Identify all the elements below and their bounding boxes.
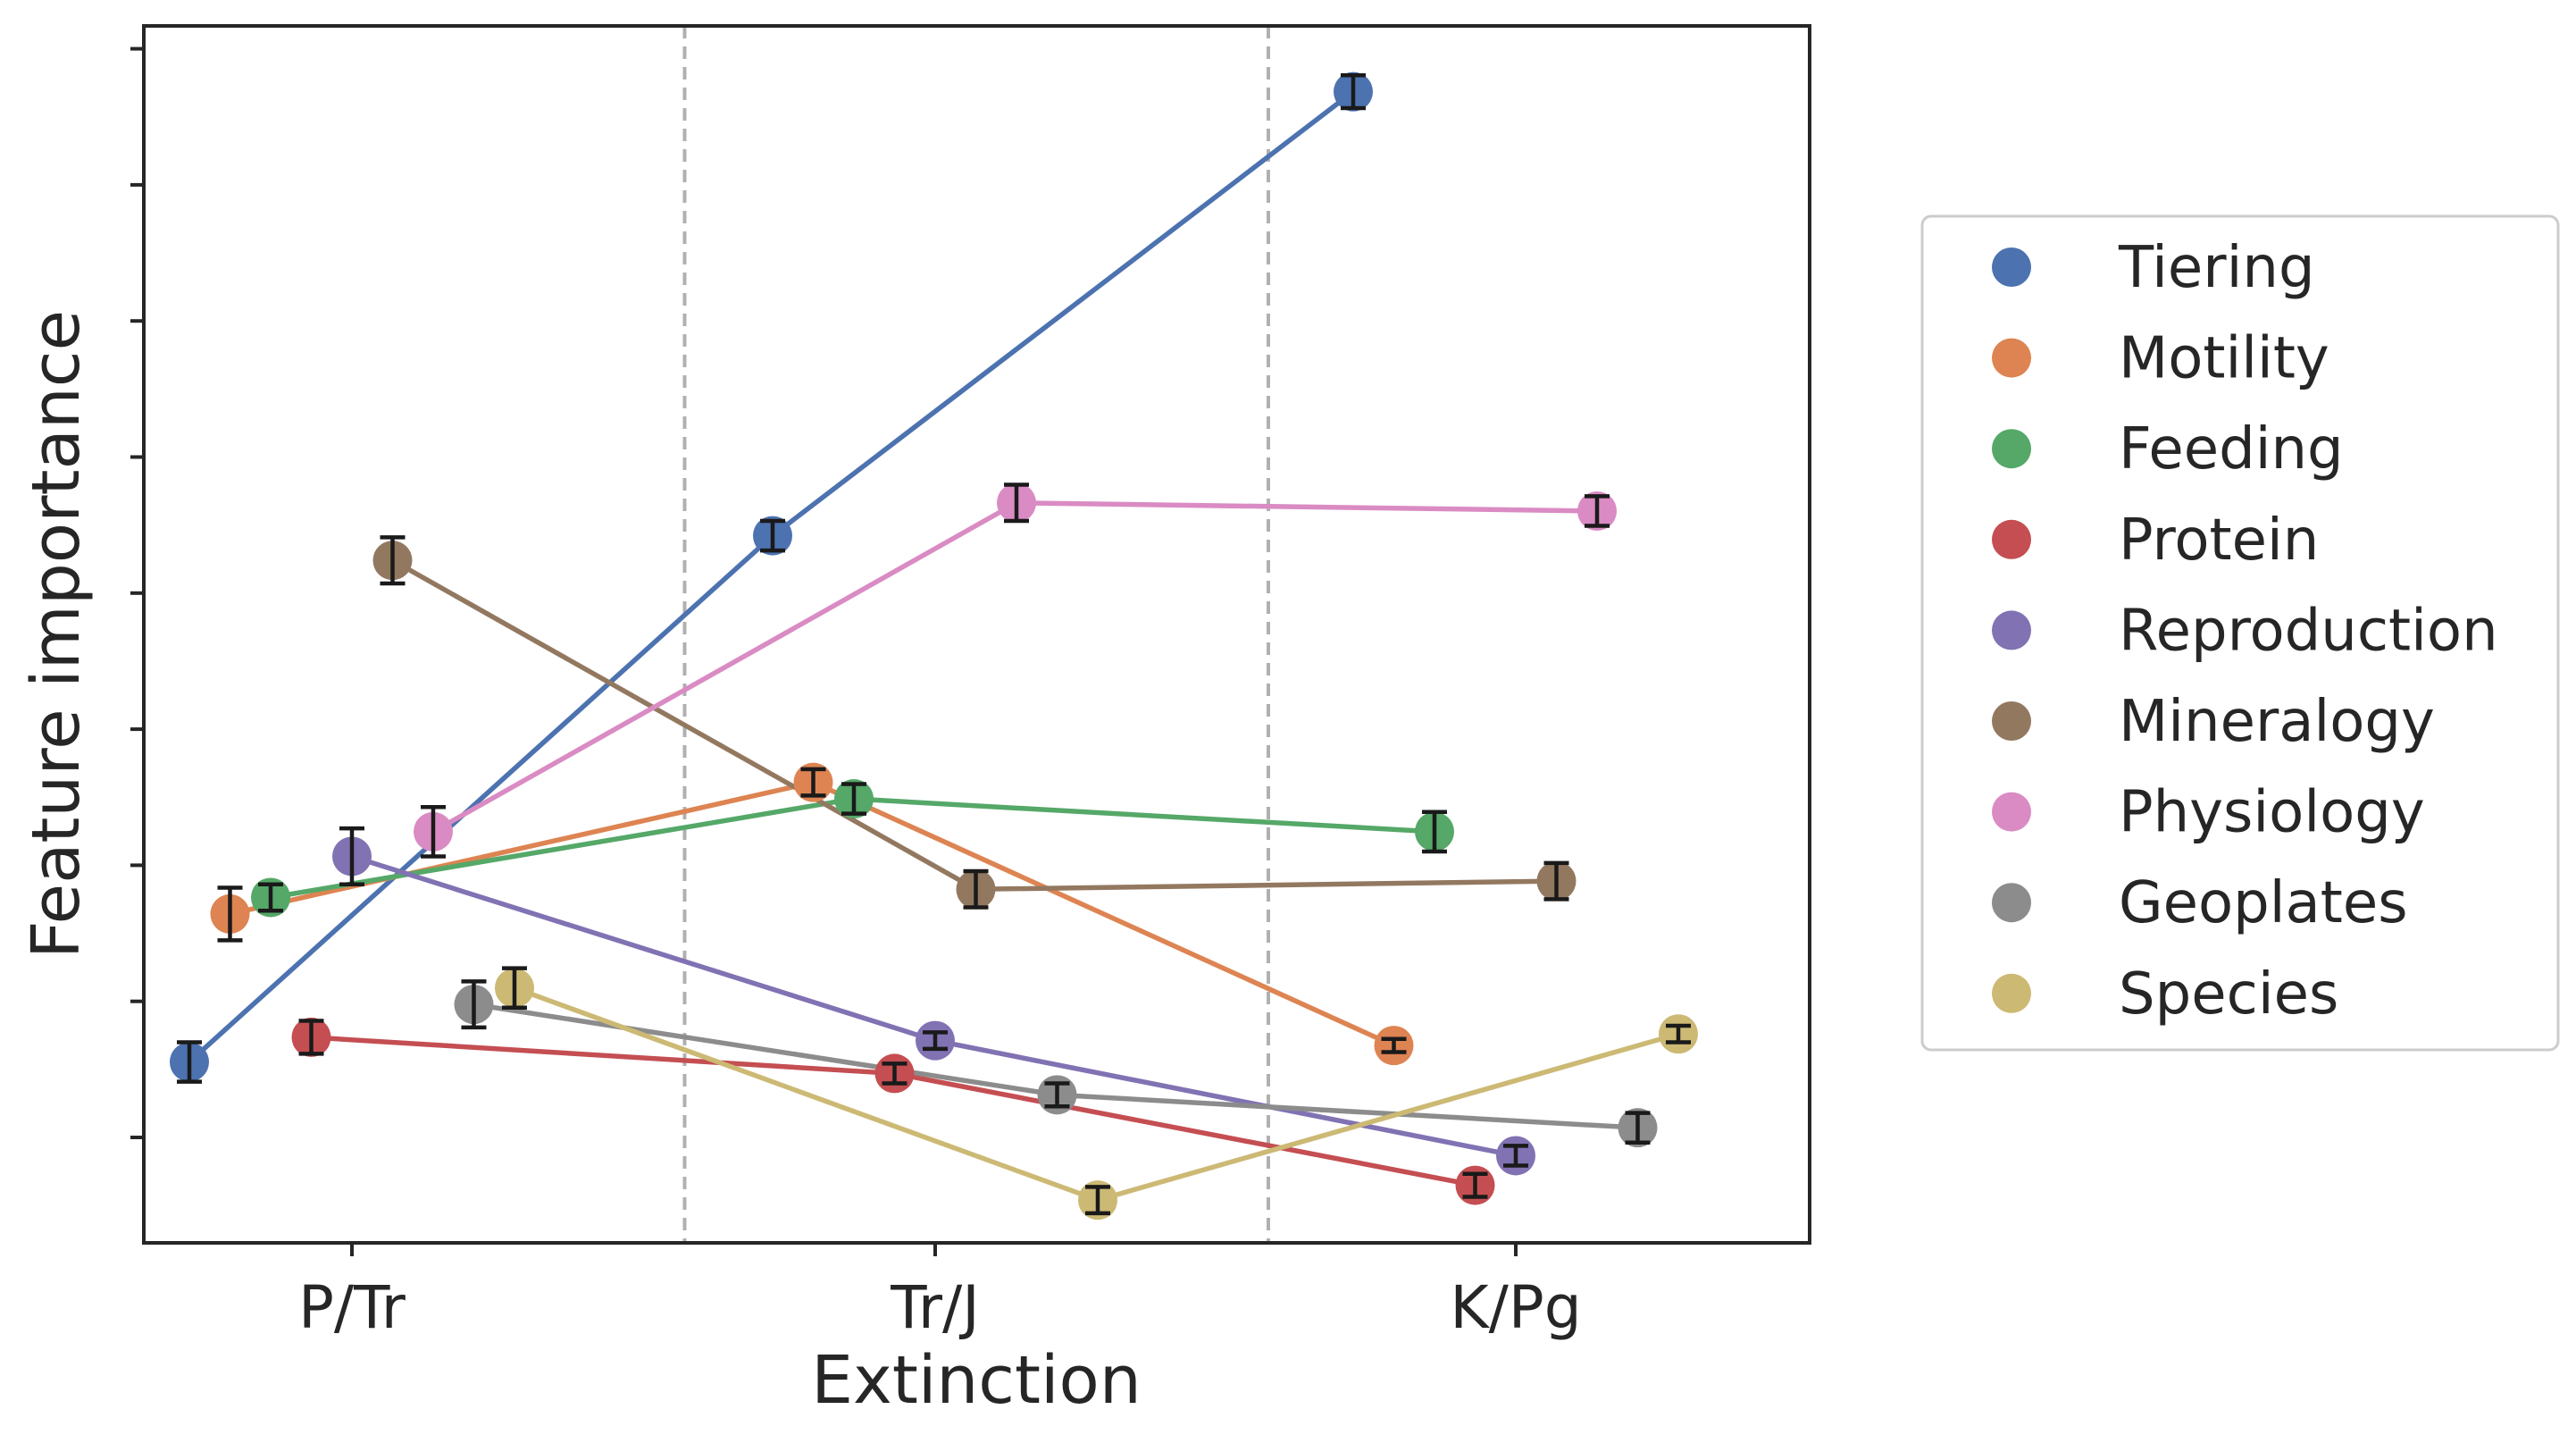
error-bar-species-2 [1666, 1023, 1691, 1044]
error-bar-physiology-2 [1585, 494, 1610, 528]
error-bar-feeding-2 [1422, 810, 1447, 854]
error-bar-geoplates-2 [1625, 1111, 1651, 1145]
error-bar-physiology-1 [1004, 482, 1029, 524]
legend-marker-feeding [1992, 429, 2031, 469]
y-axis-ticks [130, 46, 144, 1139]
error-bar-motility-0 [217, 885, 243, 943]
error-bar-mineralogy-0 [380, 535, 406, 586]
legend-label-reproduction: Reproduction [2119, 598, 2498, 664]
error-bar-geoplates-0 [461, 979, 487, 1030]
error-bar-species-1 [1085, 1185, 1110, 1216]
legend-label-mineralogy: Mineralogy [2119, 689, 2435, 755]
error-bar-protein-2 [1462, 1171, 1488, 1199]
error-bar-protein-0 [298, 1019, 324, 1056]
error-bar-geoplates-1 [1044, 1081, 1070, 1109]
legend-marker-geoplates [1992, 883, 2031, 923]
legend-marker-reproduction [1992, 610, 2031, 650]
legend: Tiering Motility Feeding Protein Reproductio… [1920, 214, 2560, 1052]
error-bar-tiering-0 [177, 1040, 202, 1084]
y-axis-label: Feature importance [18, 310, 95, 959]
error-bar-species-0 [502, 966, 527, 1011]
plot-marks [170, 26, 1698, 1243]
x-axis-label: Extinction [811, 1342, 1141, 1419]
legend-marker-species [1992, 973, 2031, 1013]
error-bar-feeding-0 [258, 882, 283, 913]
series-line-tiering [188, 89, 1355, 1064]
legend-label-species: Species [2119, 961, 2338, 1028]
legend-marker-mineralogy [1992, 701, 2031, 741]
error-bar-motility-1 [800, 767, 826, 798]
error-bar-tiering-1 [760, 518, 785, 553]
error-bar-reproduction-2 [1503, 1144, 1528, 1168]
legend-marker-physiology [1992, 792, 2031, 832]
legend-frame [1920, 214, 2560, 1052]
error-bar-feeding-1 [841, 782, 866, 816]
plot-frame [142, 24, 1811, 1245]
legend-label-tiering: Tiering [2118, 235, 2315, 301]
legend-marker-motility [1992, 338, 2031, 378]
legend-label-motility: Motility [2119, 326, 2329, 392]
error-bar-tiering-2 [1341, 72, 1366, 111]
x-axis-ticks: P/Tr Tr/J K/Pg [298, 1243, 1582, 1342]
series-line-physiology [431, 499, 1598, 835]
error-bar-motility-2 [1381, 1036, 1407, 1054]
x-tick-label-0: P/Tr [298, 1273, 406, 1342]
error-bar-reproduction-1 [923, 1030, 948, 1052]
legend-marker-protein [1992, 519, 2031, 559]
error-bar-physiology-0 [421, 805, 446, 859]
error-bar-mineralogy-2 [1543, 860, 1569, 902]
error-bar-mineralogy-1 [963, 868, 989, 910]
legend-label-physiology: Physiology [2119, 780, 2425, 846]
legend-label-geoplates: Geoplates [2119, 870, 2408, 936]
legend-marker-tiering [1992, 247, 2031, 287]
legend-label-feeding: Feeding [2119, 416, 2344, 482]
error-bar-reproduction-0 [339, 826, 364, 887]
legend-label-protein: Protein [2119, 508, 2319, 574]
x-tick-label-1: Tr/J [890, 1273, 979, 1342]
error-bar-protein-1 [882, 1061, 907, 1086]
x-tick-label-2: K/Pg [1450, 1273, 1581, 1342]
